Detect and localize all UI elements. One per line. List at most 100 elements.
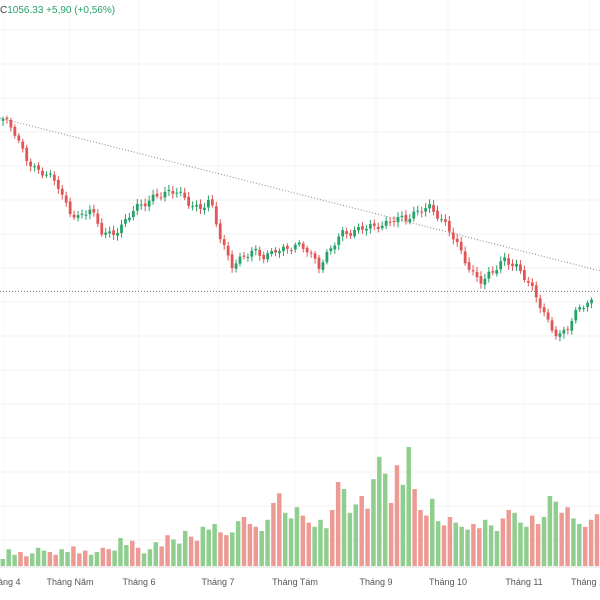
volume-bar — [30, 553, 35, 566]
volume-bar — [277, 493, 282, 566]
candle-up — [278, 248, 281, 258]
volume-bar — [147, 549, 153, 566]
candle-down — [420, 206, 424, 218]
candle-down — [534, 281, 538, 303]
x-tick-label: Tháng 10 — [429, 577, 467, 587]
candle-up — [590, 297, 593, 309]
candle-up — [282, 244, 285, 257]
volume-bar — [188, 536, 194, 566]
volume-bar — [353, 504, 359, 566]
candle-body — [210, 199, 214, 206]
candle-up — [254, 245, 258, 256]
volume-bar — [265, 519, 270, 566]
volume-bar — [100, 547, 106, 566]
candle-up — [135, 198, 139, 216]
volume-bar — [406, 447, 411, 566]
candle-down — [538, 294, 542, 313]
candle-body — [582, 308, 586, 310]
volume-bar — [318, 519, 323, 566]
candle-up — [49, 170, 52, 178]
candle-up — [440, 214, 443, 223]
candle-down — [171, 186, 175, 199]
candle-body — [357, 227, 360, 231]
candle-body — [384, 220, 388, 226]
candle-body — [507, 258, 510, 265]
x-axis: Tháng 4 Tháng Năm Tháng 6 Tháng 7 Tháng Tám T… — [0, 566, 600, 587]
candle-up — [499, 256, 503, 274]
candle-body — [96, 213, 100, 224]
candle-body — [558, 333, 562, 337]
volume-bar — [377, 456, 382, 566]
candle-down — [317, 255, 321, 274]
candle-down — [542, 303, 546, 317]
candle-body — [286, 245, 289, 249]
candle-down — [60, 184, 64, 200]
candle-up — [357, 223, 360, 234]
candle-up — [124, 214, 127, 228]
candle-down — [349, 229, 352, 239]
candle-up — [179, 186, 183, 197]
candle-body — [88, 209, 92, 215]
volume-bar — [412, 489, 417, 566]
candle-down — [511, 259, 514, 271]
volume-bar — [553, 501, 559, 566]
candle-down — [550, 316, 554, 333]
trendline[interactable] — [0, 117, 600, 272]
candle-up — [558, 330, 562, 342]
x-tick-label: Tháng 12 — [571, 577, 600, 587]
candle-body — [1, 118, 5, 121]
candle-body — [586, 302, 589, 308]
candle-up — [428, 199, 431, 213]
volume-bar — [506, 510, 511, 566]
candle-down — [21, 138, 25, 153]
candle-body — [13, 126, 17, 136]
candle-body — [29, 161, 33, 167]
x-tick-label: Tháng 7 — [201, 577, 234, 587]
volume-bar — [294, 507, 300, 566]
candle-down — [471, 265, 475, 276]
candle-body — [124, 219, 127, 224]
candle-body — [341, 230, 345, 237]
candle-down — [199, 199, 202, 215]
candle-body — [483, 278, 487, 285]
candle-up — [503, 252, 507, 266]
candle-body — [45, 174, 48, 176]
candle-body — [64, 195, 68, 203]
candle-up — [139, 199, 143, 210]
volume-bar — [177, 543, 182, 566]
candle-up — [337, 233, 341, 250]
volume-bar — [535, 524, 541, 566]
candle-down — [17, 133, 21, 144]
candle-up — [325, 249, 329, 265]
candle-down — [52, 171, 56, 186]
candle-body — [436, 210, 439, 219]
candle-up — [163, 186, 167, 202]
candle-up — [104, 227, 108, 239]
candle-down — [258, 246, 262, 261]
candle-body — [519, 264, 522, 272]
candle-body — [266, 253, 270, 260]
candle-up — [116, 228, 119, 241]
candle-body — [444, 219, 447, 222]
candle-body — [163, 191, 167, 198]
volume-bar — [71, 546, 76, 566]
candle-down — [519, 260, 522, 274]
candle-down — [372, 219, 376, 231]
volume-bar — [94, 552, 100, 566]
candle-body — [195, 205, 198, 207]
candle-body — [56, 179, 60, 189]
candle-up — [586, 300, 589, 312]
volume-bar — [171, 539, 176, 566]
volume-bar — [259, 531, 264, 566]
candle-up — [128, 212, 131, 223]
candle-body — [451, 232, 455, 240]
candle-body — [230, 254, 234, 269]
candle-body — [471, 270, 475, 272]
candle-body — [396, 216, 400, 223]
candle-up — [270, 248, 273, 257]
candle-up — [33, 163, 36, 172]
volume-bar — [194, 540, 200, 566]
candle-up — [250, 247, 254, 262]
candle-body — [309, 252, 313, 254]
